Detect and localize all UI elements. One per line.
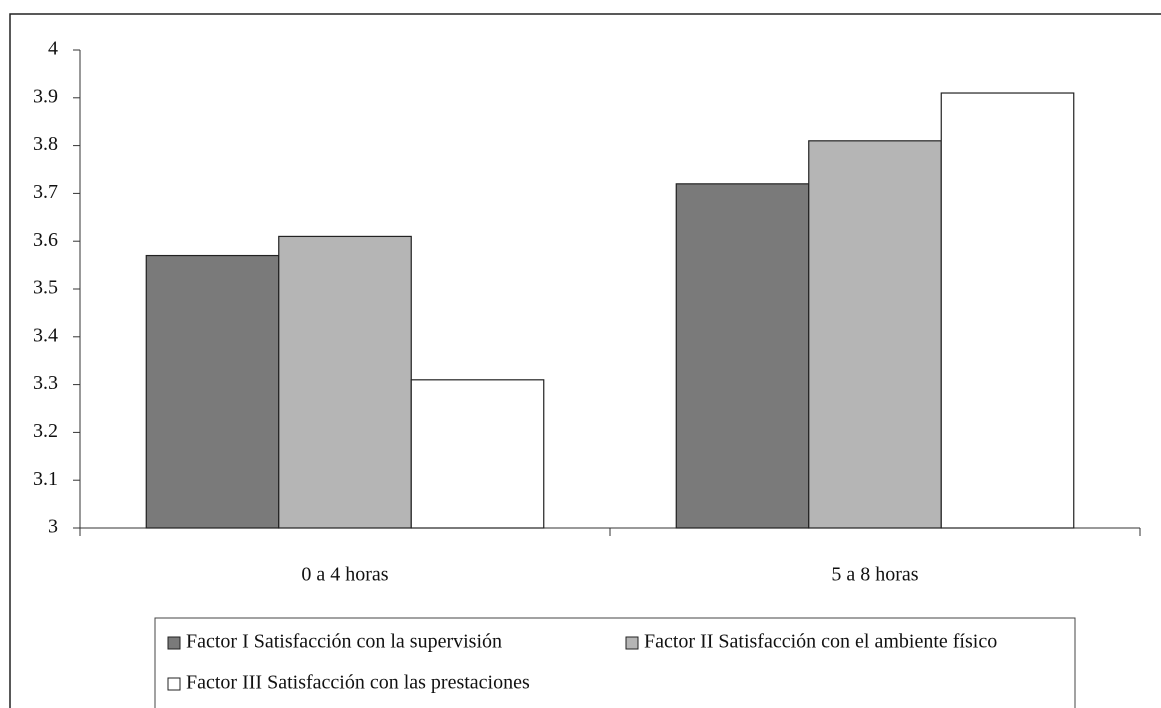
bar bbox=[278, 235, 412, 529]
y-tick-label: 3 bbox=[48, 516, 58, 538]
y-tick-label: 3.7 bbox=[33, 181, 58, 203]
y-tick-label: 3.3 bbox=[33, 372, 58, 394]
legend-swatch bbox=[167, 677, 181, 691]
legend-label: Factor I Satisfacción con la supervisión bbox=[186, 631, 502, 653]
legend-label: Factor II Satisfacción con el ambiente f… bbox=[644, 631, 997, 653]
y-tick-label: 3.1 bbox=[33, 468, 58, 490]
bar bbox=[808, 140, 942, 529]
y-tick-label: 3.2 bbox=[33, 420, 58, 442]
bar bbox=[940, 92, 1075, 529]
y-tick-label: 3.8 bbox=[33, 133, 58, 155]
legend-swatch bbox=[167, 636, 181, 650]
legend-label: Factor III Satisfacción con las prestaci… bbox=[186, 672, 530, 694]
y-tick-label: 3.5 bbox=[33, 277, 58, 299]
x-tick-label: 5 a 8 horas bbox=[831, 564, 918, 586]
y-tick-label: 3.4 bbox=[33, 324, 58, 346]
legend-swatch bbox=[625, 636, 639, 650]
legend-box bbox=[154, 617, 1076, 708]
bar bbox=[410, 379, 545, 529]
y-tick-label: 3.9 bbox=[33, 85, 58, 107]
bar bbox=[145, 254, 280, 529]
bar bbox=[675, 183, 810, 529]
chart-frame bbox=[9, 13, 1161, 708]
y-tick-label: 4 bbox=[48, 38, 58, 60]
y-tick-label: 3.6 bbox=[33, 229, 58, 251]
x-tick-label: 0 a 4 horas bbox=[301, 564, 388, 586]
